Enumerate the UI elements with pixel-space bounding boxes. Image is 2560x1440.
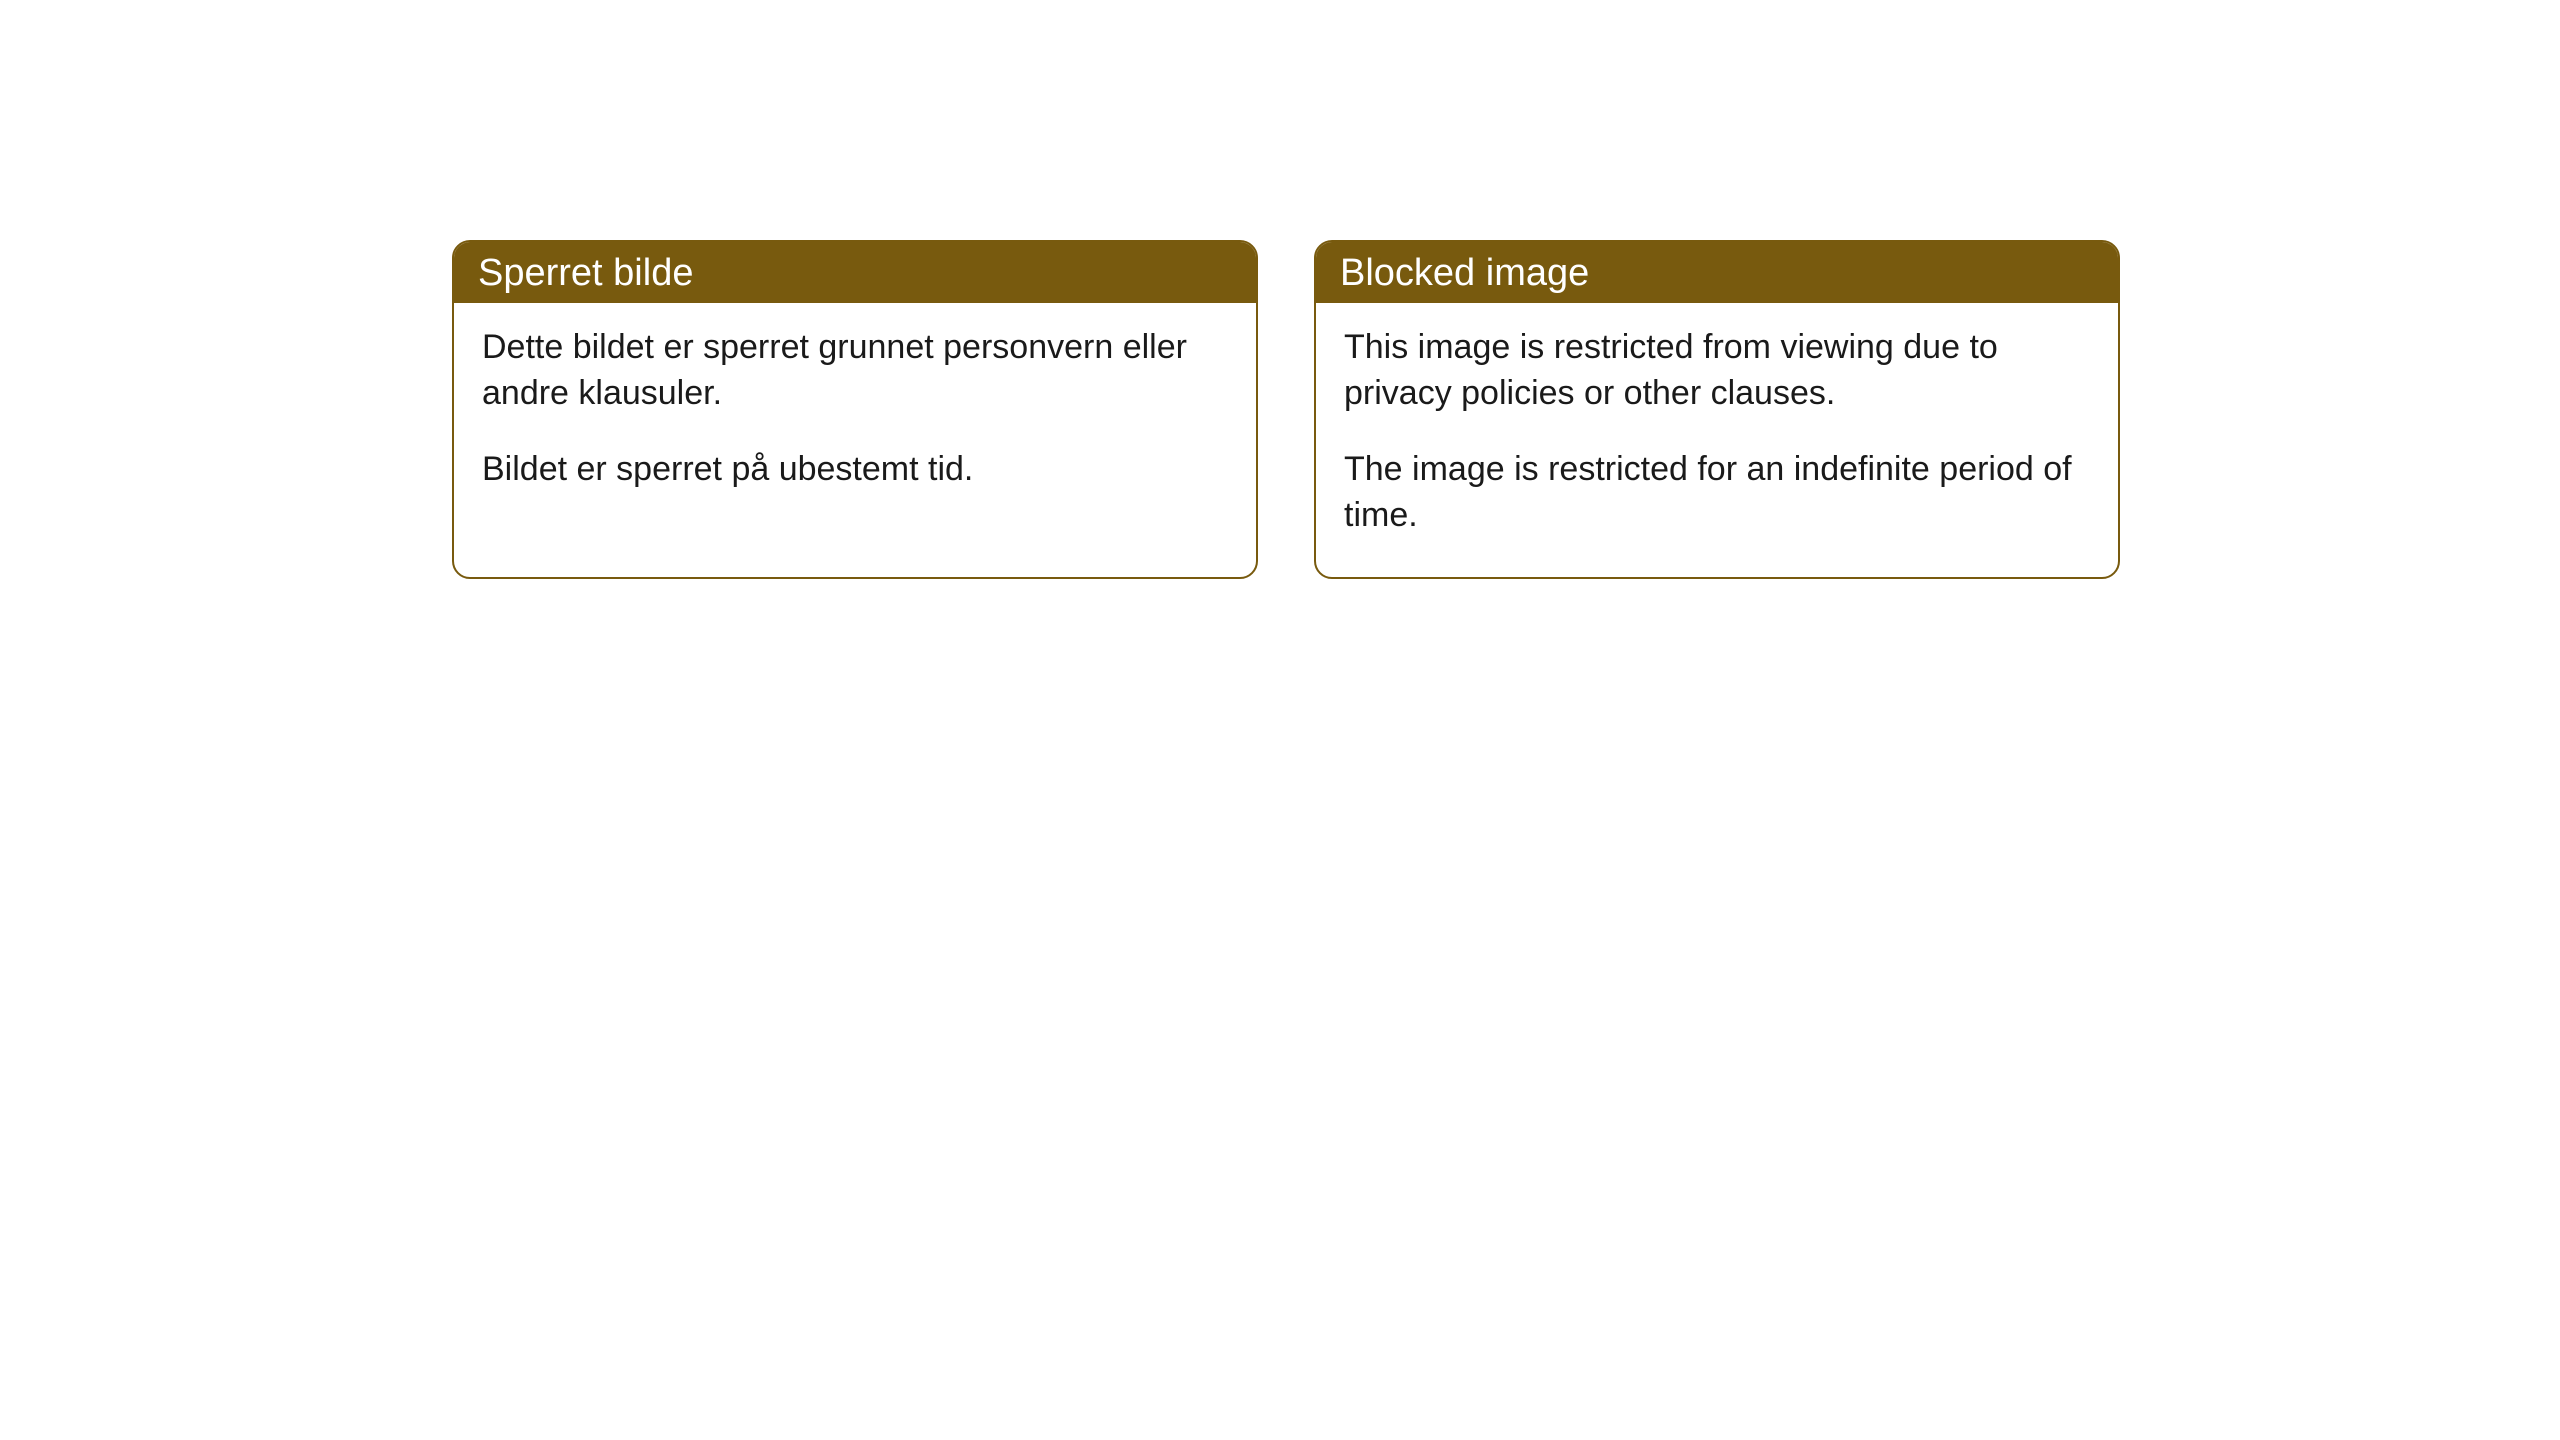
notice-container: Sperret bilde Dette bildet er sperret gr… [452, 240, 2120, 579]
notice-text-no-1: Dette bildet er sperret grunnet personve… [482, 325, 1228, 417]
notice-text-no-2: Bildet er sperret på ubestemt tid. [482, 447, 1228, 493]
card-body-en: This image is restricted from viewing du… [1316, 303, 2118, 577]
card-header-en: Blocked image [1316, 242, 2118, 303]
notice-text-en-1: This image is restricted from viewing du… [1344, 325, 2090, 417]
blocked-image-card-en: Blocked image This image is restricted f… [1314, 240, 2120, 579]
notice-text-en-2: The image is restricted for an indefinit… [1344, 447, 2090, 539]
card-header-no: Sperret bilde [454, 242, 1256, 303]
blocked-image-card-no: Sperret bilde Dette bildet er sperret gr… [452, 240, 1258, 579]
card-body-no: Dette bildet er sperret grunnet personve… [454, 303, 1256, 531]
